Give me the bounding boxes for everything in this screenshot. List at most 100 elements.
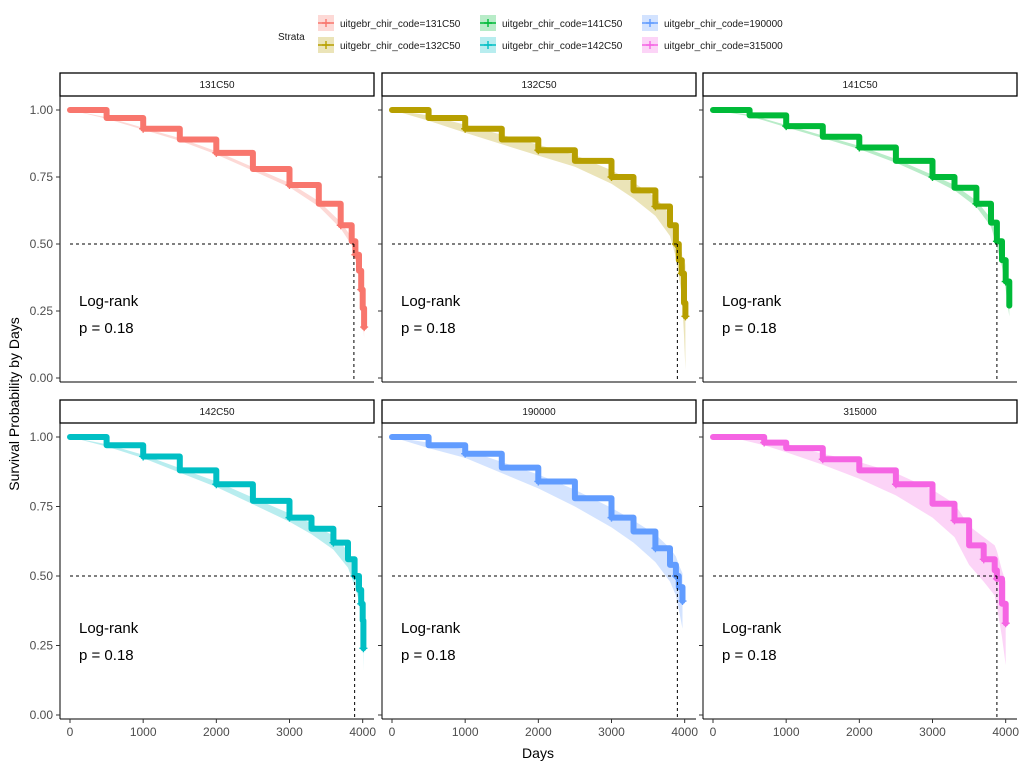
facet-strip — [381, 399, 697, 424]
censor-mark — [285, 513, 294, 522]
censor-mark — [139, 124, 148, 133]
censor-mark — [607, 513, 616, 522]
facet-strip-label: 190000 — [522, 407, 556, 418]
legend-plus — [322, 19, 330, 27]
x-tick-label: 3000 — [276, 725, 303, 739]
x-tick-label: 3000 — [598, 725, 625, 739]
panel-141C50: 141C50 Log-rank p = 0.18 — [702, 72, 1018, 383]
y-tick-label: 0.00 — [30, 371, 54, 385]
censor-mark — [928, 173, 937, 181]
legend-plus — [484, 19, 492, 27]
x-tick-label: 4000 — [671, 725, 698, 739]
censor-mark — [681, 312, 690, 321]
censor-mark — [359, 644, 368, 653]
logrank-label: Log-rank — [722, 293, 782, 310]
facet-strip-label: 315000 — [843, 407, 877, 418]
facet-panels: 131C50 Log-rank p = 0.18 132C50 Log-rank p = … — [59, 72, 1018, 720]
legend-item: uitgebr_chir_code=132C50 — [318, 37, 461, 53]
panel-132C50: 132C50 Log-rank p = 0.18 — [381, 72, 697, 383]
legend-item: uitgebr_chir_code=131C50 — [318, 15, 461, 31]
censor-mark — [461, 449, 470, 458]
y-tick-label: 0.50 — [30, 569, 54, 583]
censor-mark — [329, 538, 338, 547]
pvalue-label: p = 0.18 — [401, 647, 456, 664]
legend-label: uitgebr_chir_code=132C50 — [340, 41, 461, 52]
censor-mark — [351, 250, 360, 259]
y-tick-label: 0.75 — [30, 170, 54, 184]
x-tick-label: 1000 — [130, 725, 157, 739]
logrank-label: Log-rank — [79, 293, 139, 310]
censor-mark — [285, 181, 294, 190]
x-tick-label: 0 — [67, 725, 74, 739]
censor-mark — [1001, 277, 1010, 286]
y-axes: 0.00 0.25 0.50 0.75 1.00 0.00 0.25 0.50 0.75 1.00 — [30, 103, 703, 722]
facet-strip-label: 142C50 — [199, 407, 234, 418]
x-axes: 0 1000 2000 3000 4000 0 1000 2000 3000 4000 0 1000 2… — [67, 719, 1019, 739]
legend-plus — [322, 41, 330, 49]
legend-item: uitgebr_chir_code=315000 — [642, 37, 783, 53]
x-tick-label: 0 — [389, 725, 396, 739]
survival-curve — [710, 107, 1013, 309]
y-tick-label: 0.25 — [30, 639, 54, 653]
censor-mark — [760, 438, 769, 447]
legend-label: uitgebr_chir_code=315000 — [664, 41, 783, 52]
x-tick-label: 3000 — [919, 725, 946, 739]
censor-mark — [972, 199, 981, 208]
censor-mark — [677, 269, 686, 278]
y-tick-label: 1.00 — [30, 103, 54, 117]
pvalue-label: p = 0.18 — [722, 647, 777, 664]
y-axis-title: Survival Probability by Days — [6, 317, 22, 491]
x-tick-label: 4000 — [349, 725, 376, 739]
x-tick-label: 4000 — [992, 725, 1019, 739]
censor-mark — [139, 452, 148, 461]
censor-mark — [461, 124, 470, 133]
panel-142C50: 142C50 Log-rank p = 0.18 — [59, 399, 375, 720]
legend-item: uitgebr_chir_code=190000 — [642, 15, 783, 31]
legend-label: uitgebr_chir_code=142C50 — [502, 41, 623, 52]
pvalue-label: p = 0.18 — [722, 320, 777, 337]
censor-mark — [891, 480, 900, 489]
x-tick-label: 0 — [710, 725, 717, 739]
censor-mark — [607, 173, 616, 181]
legend-item: uitgebr_chir_code=142C50 — [480, 37, 623, 53]
legend-title: Strata — [278, 32, 305, 43]
logrank-label: Log-rank — [401, 293, 461, 310]
y-tick-label: 0.25 — [30, 304, 54, 318]
logrank-label: Log-rank — [722, 620, 782, 637]
x-tick-label: 2000 — [203, 725, 230, 739]
censor-mark — [678, 597, 687, 606]
censor-mark — [336, 221, 345, 230]
x-tick-label: 1000 — [773, 725, 800, 739]
censor-mark — [357, 285, 366, 294]
x-tick-label: 2000 — [846, 725, 873, 739]
censor-mark — [1001, 619, 1010, 628]
x-axis-title: Days — [522, 745, 554, 761]
survival-curve — [67, 434, 367, 652]
x-tick-label: 2000 — [525, 725, 552, 739]
survival-curve — [389, 107, 689, 320]
pvalue-label: p = 0.18 — [79, 647, 134, 664]
censor-mark — [818, 455, 827, 464]
pvalue-label: p = 0.18 — [79, 320, 134, 337]
censor-mark — [979, 555, 988, 564]
y-tick-label: 0.75 — [30, 500, 54, 514]
facet-strip — [702, 399, 1018, 424]
facet-strip-label: 141C50 — [842, 80, 877, 91]
legend-label: uitgebr_chir_code=190000 — [664, 19, 783, 30]
censor-mark — [855, 143, 864, 152]
legend-plus — [646, 19, 654, 27]
legend-plus — [484, 41, 492, 49]
facet-strip-label: 132C50 — [521, 80, 556, 91]
censor-mark — [360, 323, 369, 332]
panel-190000: 190000 Log-rank p = 0.18 — [381, 399, 697, 720]
x-tick-label: 1000 — [452, 725, 479, 739]
y-tick-label: 0.00 — [30, 708, 54, 722]
legend-item: uitgebr_chir_code=141C50 — [480, 15, 623, 31]
censor-mark — [212, 480, 221, 489]
facet-strip — [702, 72, 1018, 97]
legend-plus — [646, 41, 654, 49]
censor-mark — [950, 516, 959, 525]
censor-mark — [534, 477, 543, 486]
logrank-label: Log-rank — [79, 620, 139, 637]
legend-label: uitgebr_chir_code=131C50 — [340, 19, 461, 30]
